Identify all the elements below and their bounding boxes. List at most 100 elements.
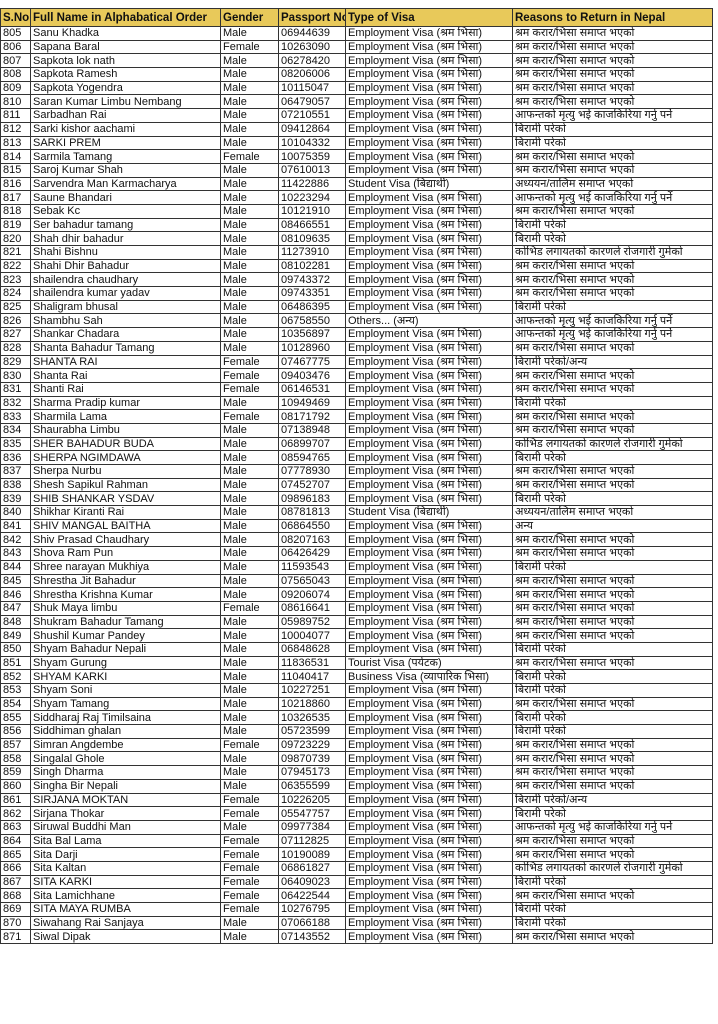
passport-number: 09870739 xyxy=(278,751,346,767)
visa-type: Employment Visa (श्रम भिसा) xyxy=(345,874,513,890)
full-name: Siddhiman ghalan xyxy=(30,724,221,739)
passport-number: 06944639 xyxy=(278,26,346,41)
full-name: Shree narayan Mukhiya xyxy=(30,559,221,575)
gender: Male xyxy=(220,108,279,123)
return-reason: श्रम करार/भिसा समाप्त भएको xyxy=(512,422,713,438)
passport-number: 10121910 xyxy=(278,203,346,219)
full-name: Shanti Rai xyxy=(30,381,221,397)
serial-number: 836 xyxy=(0,450,31,465)
passport-number: 10115047 xyxy=(278,80,346,96)
gender: Male xyxy=(220,641,279,657)
return-reason: श्रम करार/भिसा समाप्त भएको xyxy=(512,477,713,493)
header-cell: S.No. xyxy=(0,8,31,27)
header-cell: Gender xyxy=(220,8,279,27)
visa-type: Employment Visa (श्रम भिसा) xyxy=(345,847,513,862)
return-reason: श्रम करार/भिसा समाप्त भएको xyxy=(512,162,713,178)
full-name: Sita Bal Lama xyxy=(30,833,221,849)
visa-type: Employment Visa (श्रम भिसा) xyxy=(345,80,513,96)
visa-type: Employment Visa (श्रम भिसा) xyxy=(345,67,513,82)
serial-number: 847 xyxy=(0,600,31,616)
passport-number: 10218860 xyxy=(278,696,346,712)
passport-number: 07112825 xyxy=(278,833,346,849)
return-reason: आफन्तको मृत्यु भई काजकिरिया गर्नु पर्ने xyxy=(512,190,713,205)
table-row: 811 Sarbadhan Rai Male 07210551 Employment V… xyxy=(0,108,713,123)
serial-number: 855 xyxy=(0,710,31,726)
table-row: 865 Sita Darji Female 10190089 Employment Vi… xyxy=(0,847,713,862)
return-reason: श्रम करार/भिसा समाप्त भएको xyxy=(512,340,713,356)
visa-type: Employment Visa (श्रम भिसा) xyxy=(345,286,513,301)
serial-number: 810 xyxy=(0,94,31,110)
gender: Male xyxy=(220,464,279,479)
visa-type: Employment Visa (श्रम भिसा) xyxy=(345,491,513,507)
table-row: 812 Sarki kishor aachami Male 09412864 Emplo… xyxy=(0,121,713,137)
serial-number: 866 xyxy=(0,860,31,876)
header-cell: Full Name in Alphabatical Order xyxy=(30,8,221,27)
return-reason: श्रम करार/भिसा समाप्त भएको xyxy=(512,778,713,794)
full-name: Siruwal Buddhi Man xyxy=(30,819,221,835)
full-name: SIRJANA MOKTAN xyxy=(30,792,221,808)
gender: Male xyxy=(220,778,279,794)
return-reason: श्रम करार/भिसा समाप्त भएको xyxy=(512,409,713,424)
gender: Female xyxy=(220,860,279,876)
passport-number: 05989752 xyxy=(278,614,346,630)
return-reason: श्रम करार/भिसा समाप्त भएको xyxy=(512,80,713,96)
passport-number: 07452707 xyxy=(278,477,346,493)
header-cell: Reasons to Return in Nepal xyxy=(512,8,713,27)
return-reason: श्रम करार/भिसा समाप्त भएको xyxy=(512,381,713,397)
return-reason: आफन्तको मृत्यु भई काजकिरिया गर्नु पर्ने xyxy=(512,819,713,835)
gender: Male xyxy=(220,819,279,835)
table-row: 805 Sanu Khadka Male 06944639 Employment Vis… xyxy=(0,26,713,41)
gender: Male xyxy=(220,340,279,356)
full-name: Sarki kishor aachami xyxy=(30,121,221,137)
passport-number: 08616641 xyxy=(278,600,346,616)
visa-type: Tourist Visa (पर्यटक) xyxy=(345,655,513,671)
return-reason: बिरामी परेको xyxy=(512,902,713,917)
serial-number: 868 xyxy=(0,888,31,903)
return-reason: श्रम करार/भिसा समाप्त भएको xyxy=(512,888,713,903)
full-name: Shah dhir bahadur xyxy=(30,231,221,246)
return-reason: आफन्तको मृत्यु भई काजकिरिया गर्नु पर्ने xyxy=(512,108,713,123)
table-row: 830 Shanta Rai Female 09403476 Employment Vi… xyxy=(0,368,713,383)
full-name: Shambhu Sah xyxy=(30,313,221,329)
serial-number: 814 xyxy=(0,149,31,164)
visa-type: Employment Visa (श्रम भिसा) xyxy=(345,149,513,164)
passport-number: 06899707 xyxy=(278,436,346,452)
passport-number: 10356897 xyxy=(278,327,346,342)
visa-type: Employment Visa (श्रम भिसा) xyxy=(345,258,513,274)
return-reason: श्रम करार/भिसा समाप्त भएको xyxy=(512,258,713,274)
passport-number: 05723599 xyxy=(278,724,346,739)
full-name: Singha Bir Nepali xyxy=(30,778,221,794)
full-name: Sapkota Ramesh xyxy=(30,67,221,82)
serial-number: 862 xyxy=(0,806,31,821)
table-row: 867 SITA KARKI Female 06409023 Employment Vi… xyxy=(0,874,713,890)
full-name: Sharma Pradip kumar xyxy=(30,395,221,411)
serial-number: 830 xyxy=(0,368,31,383)
full-name: Shanta Rai xyxy=(30,368,221,383)
return-reason: श्रम करार/भिसा समाप्त भएको xyxy=(512,368,713,383)
passport-number: 09896183 xyxy=(278,491,346,507)
serial-number: 812 xyxy=(0,121,31,137)
passport-number: 06278420 xyxy=(278,53,346,69)
return-reason: बिरामी परेको xyxy=(512,641,713,657)
table-row: 826 Shambhu Sah Male 06758550 Others... (अन्… xyxy=(0,313,713,329)
gender: Female xyxy=(220,792,279,808)
table-row: 819 Ser bahadur tamang Male 08466551 Employm… xyxy=(0,217,713,233)
return-reason: बिरामी परेको/अन्य xyxy=(512,792,713,808)
serial-number: 856 xyxy=(0,724,31,739)
serial-number: 832 xyxy=(0,395,31,411)
gender: Male xyxy=(220,491,279,507)
full-name: SHANTA RAI xyxy=(30,354,221,370)
gender: Male xyxy=(220,669,279,684)
visa-type: Employment Visa (श्रम भिसा) xyxy=(345,600,513,616)
gender: Male xyxy=(220,94,279,110)
visa-type: Employment Visa (श्रम भिसा) xyxy=(345,792,513,808)
return-reason: श्रम करार/भिसा समाप्त भएको xyxy=(512,53,713,69)
table-row: 836 SHERPA NGIMDAWA Male 08594765 Employment… xyxy=(0,450,713,465)
serial-number: 858 xyxy=(0,751,31,767)
return-reason: अन्य xyxy=(512,518,713,534)
return-reason: श्रम करार/भिसा समाप्त भएको xyxy=(512,929,713,945)
passport-number: 10326535 xyxy=(278,710,346,726)
return-reason: बिरामी परेको xyxy=(512,669,713,684)
table-row: 869 SITA MAYA RUMBA Female 10276795 Employme… xyxy=(0,902,713,917)
return-reason: श्रम करार/भिसा समाप्त भएको xyxy=(512,39,713,55)
